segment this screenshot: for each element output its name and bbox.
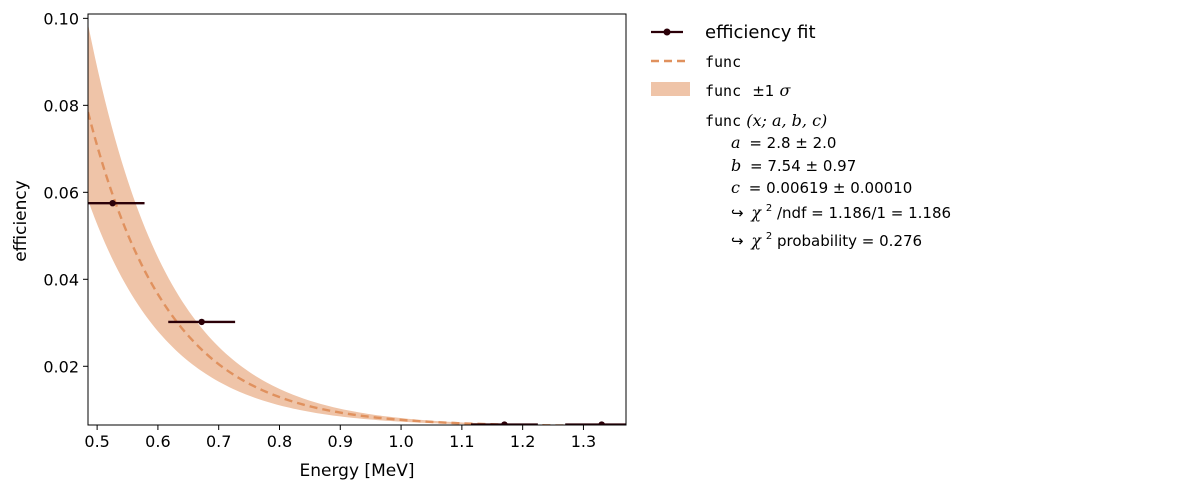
fit-result-box: func (x; a, b, c) a = 2.8 ± 2.0 b = 7.54… bbox=[705, 111, 951, 250]
x-tick-label: 1.0 bbox=[388, 432, 413, 451]
data-point-3-marker bbox=[501, 421, 508, 425]
fit-param-b-name: b bbox=[731, 156, 741, 175]
x-axis-ticks: 0.5 0.6 0.7 0.8 0.9 1.0 1.1 1.2 1.3 bbox=[84, 425, 596, 451]
legend-band-label: func ±1 σ bbox=[705, 81, 791, 100]
x-tick-label: 0.6 bbox=[145, 432, 170, 451]
fit-chi2-arrow-icon: ↪ bbox=[731, 204, 744, 222]
legend-func-entry: func bbox=[651, 53, 741, 71]
legend-band-entry: func ±1 σ bbox=[651, 81, 791, 100]
fit-chi2-exponent: 2 bbox=[766, 203, 772, 214]
fit-prob-value: probability = 0.276 bbox=[777, 232, 922, 250]
fit-chi2-ndf: ↪ χ 2 /ndf = 1.186/1 = 1.186 bbox=[731, 197, 951, 222]
fit-chi2-symbol: χ bbox=[750, 203, 762, 222]
fit-prob-arrow-icon: ↪ bbox=[731, 232, 744, 250]
x-tick-label: 0.7 bbox=[206, 432, 231, 451]
fit-param-a: a = 2.8 ± 2.0 bbox=[731, 133, 836, 152]
legend-band-sigma: σ bbox=[779, 81, 791, 100]
fit-prob-chi-symbol: χ bbox=[750, 231, 762, 250]
y-tick-label: 0.08 bbox=[43, 96, 79, 115]
fit-param-c: c = 0.00619 ± 0.00010 bbox=[731, 178, 912, 197]
legend-band-swatch bbox=[651, 82, 690, 96]
legend-band-func: func bbox=[705, 82, 741, 100]
data-point-1-marker bbox=[109, 199, 116, 207]
fit-chi2-ndf-value: /ndf = 1.186/1 = 1.186 bbox=[777, 204, 951, 222]
x-tick-label: 1.2 bbox=[510, 432, 535, 451]
legend-points-entry: efficiency fit bbox=[651, 22, 816, 43]
fit-uncertainty-band bbox=[88, 24, 548, 425]
data-point-2-marker bbox=[198, 318, 205, 326]
x-tick-label: 0.8 bbox=[267, 432, 292, 451]
fit-function-signature: func (x; a, b, c) bbox=[705, 111, 827, 130]
x-tick-label: 1.1 bbox=[449, 432, 474, 451]
data-point-1 bbox=[88, 199, 145, 207]
x-tick-label: 0.9 bbox=[328, 432, 353, 451]
fit-param-c-value: = 0.00619 ± 0.00010 bbox=[749, 179, 913, 197]
legend-points-marker bbox=[663, 28, 671, 36]
y-tick-label: 0.10 bbox=[43, 9, 79, 28]
y-axis-ticks: 0.02 0.04 0.06 0.08 0.10 bbox=[43, 9, 88, 376]
fit-param-b-value: = 7.54 ± 0.97 bbox=[750, 157, 856, 175]
axes-frame bbox=[87, 13, 627, 426]
x-axis-label: Energy [MeV] bbox=[300, 461, 415, 481]
fit-function-args: (x; a, b, c) bbox=[746, 111, 827, 130]
fit-param-a-value: = 2.8 ± 2.0 bbox=[749, 134, 836, 152]
x-tick-label: 1.3 bbox=[571, 432, 596, 451]
fit-param-b: b = 7.54 ± 0.97 bbox=[731, 156, 856, 175]
legend-points-label: efficiency fit bbox=[705, 22, 816, 43]
y-axis-label: efficiency bbox=[11, 180, 31, 262]
data-point-2 bbox=[168, 318, 236, 326]
legend-func-label: func bbox=[705, 53, 741, 71]
y-tick-label: 0.02 bbox=[43, 357, 79, 376]
fit-param-c-name: c bbox=[731, 178, 740, 197]
data-point-4-marker bbox=[598, 421, 605, 425]
fit-prob-exponent: 2 bbox=[766, 231, 772, 242]
fit-function-name: func bbox=[705, 112, 741, 130]
fit-curve bbox=[88, 111, 626, 425]
legend: efficiency fit func func ±1 σ bbox=[651, 22, 816, 100]
y-tick-label: 0.04 bbox=[43, 270, 79, 289]
fit-chi2-probability: ↪ χ 2 probability = 0.276 bbox=[731, 225, 922, 250]
fit-param-a-name: a bbox=[731, 133, 741, 152]
plot-area bbox=[88, 24, 626, 425]
y-tick-label: 0.06 bbox=[43, 183, 79, 202]
legend-band-pm: ±1 bbox=[752, 82, 774, 100]
x-tick-label: 0.5 bbox=[84, 432, 109, 451]
